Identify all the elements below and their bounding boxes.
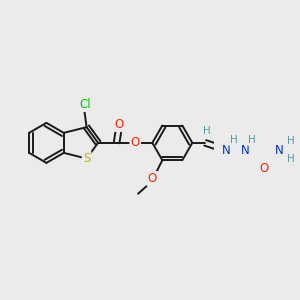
Text: N: N (222, 143, 231, 157)
Text: H: H (287, 154, 295, 164)
Text: Cl: Cl (80, 98, 91, 111)
Text: H: H (248, 135, 256, 145)
Text: N: N (275, 143, 284, 157)
Text: O: O (259, 162, 268, 175)
Text: O: O (130, 136, 140, 149)
Text: H: H (230, 135, 238, 145)
Text: H: H (287, 136, 295, 146)
Text: O: O (115, 118, 124, 131)
Text: H: H (203, 126, 211, 136)
Text: S: S (83, 152, 90, 165)
Text: N: N (241, 143, 250, 157)
Text: O: O (148, 172, 157, 185)
